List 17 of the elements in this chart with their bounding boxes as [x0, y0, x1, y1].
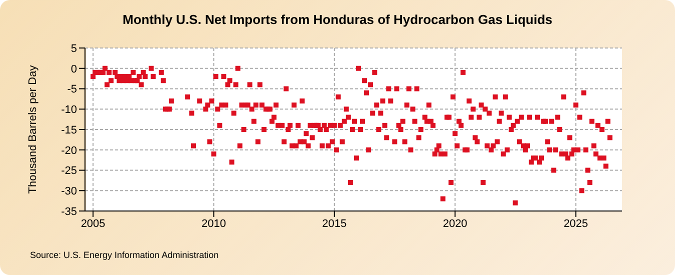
y-axis-title: Thousand Barrels per Day [26, 64, 39, 194]
y-tick-label: -10 [61, 104, 77, 116]
source-note: Source: U.S. Energy Information Administration [30, 250, 219, 260]
y-tick-label: -25 [61, 165, 77, 178]
chart-title: Monthly U.S. Net Imports from Honduras of Hydrocarbon Gas Liquids [122, 12, 554, 27]
y-tick-label: 5 [70, 42, 77, 55]
x-tick-label: 2010 [201, 218, 226, 230]
x-tick-label: 2015 [322, 218, 347, 230]
y-tick-label: 0 [70, 63, 77, 76]
y-tick-label: -5 [67, 84, 77, 96]
y-tick-label: -30 [61, 186, 77, 198]
x-tick-label: 2005 [80, 218, 106, 230]
y-tick-label: -15 [61, 124, 77, 136]
y-tick-label: -20 [61, 144, 77, 157]
x-tick-label: 2020 [442, 218, 468, 230]
y-tick-label: -35 [61, 206, 77, 218]
x-tick-label: 2025 [564, 218, 588, 230]
